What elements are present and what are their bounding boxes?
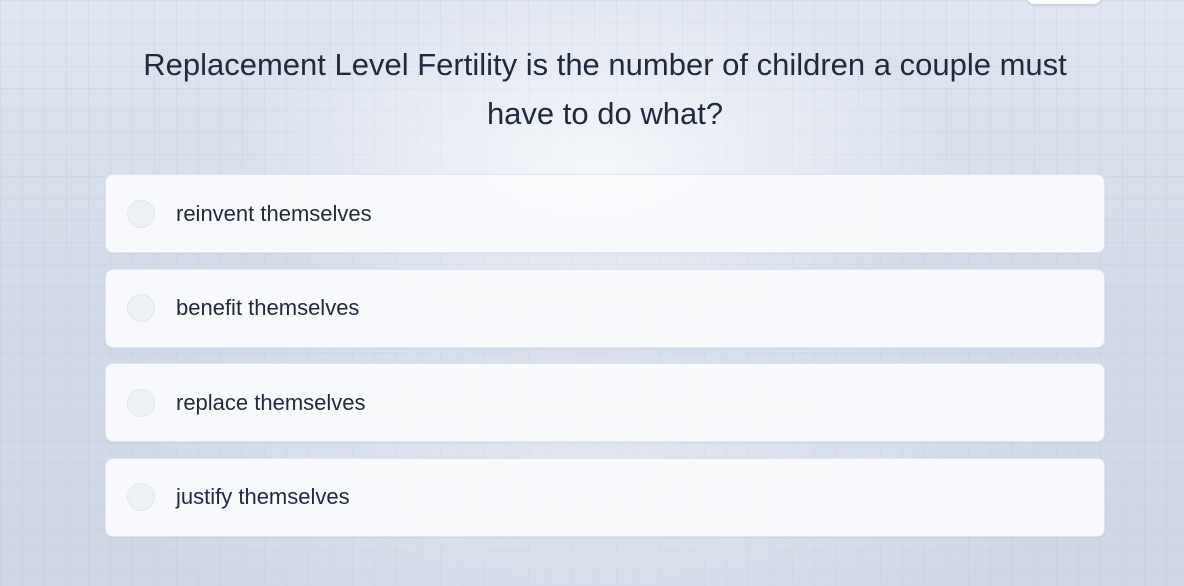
answer-option-label: reinvent themselves <box>176 200 372 226</box>
answer-option-label: replace themselves <box>176 389 366 415</box>
radio-button[interactable] <box>127 388 155 417</box>
radio-button[interactable] <box>127 483 155 511</box>
answer-option[interactable]: reinvent themselves <box>105 174 1105 253</box>
radio-button[interactable] <box>127 294 155 322</box>
radio-button[interactable] <box>127 199 155 228</box>
question-text: Replacement Level Fertility is the numbe… <box>143 47 1067 131</box>
answer-option-label: justify themselves <box>176 484 350 509</box>
top-pill-button[interactable] <box>1026 0 1102 4</box>
answer-option[interactable]: justify themselves <box>105 457 1105 537</box>
answer-option-label: benefit themselves <box>176 295 360 320</box>
answer-options: reinvent themselves benefit themselves r… <box>105 174 1105 552</box>
answer-option[interactable]: replace themselves <box>105 363 1105 442</box>
answer-option[interactable]: benefit themselves <box>105 268 1105 348</box>
